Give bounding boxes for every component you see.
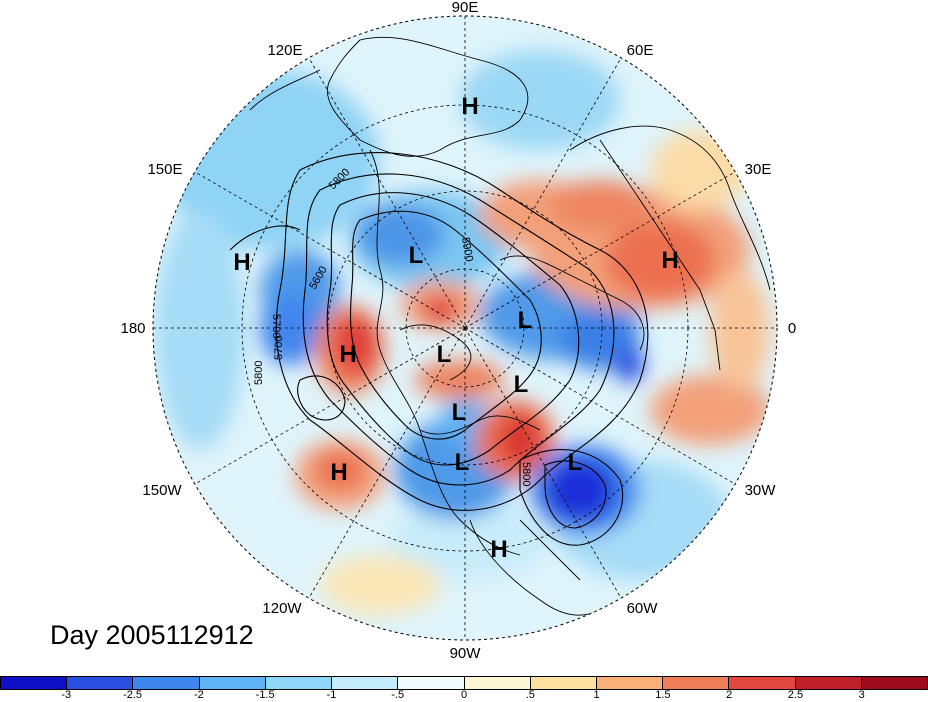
colorbar-tick-label: -2.5 <box>123 689 143 701</box>
low-marker: L <box>409 242 424 269</box>
colorbar-segment <box>332 677 399 689</box>
colorbar-segment <box>133 677 200 689</box>
colorbar-segment <box>464 677 531 689</box>
high-marker: H <box>490 536 507 563</box>
colorbar-segment <box>530 677 597 689</box>
colorbar-tick-label: 0 <box>460 689 468 701</box>
colorbar-tick-label: -1 <box>326 689 337 701</box>
colorbar-segment <box>795 677 862 689</box>
colorbar-tick-label: 1 <box>593 689 600 701</box>
map-boundary <box>152 15 778 641</box>
contour-label: 5700 <box>273 336 285 360</box>
lon-label-90w: 90W <box>450 645 482 662</box>
contour-label: 5800 <box>253 361 265 385</box>
contour-label: 5900 <box>459 236 475 262</box>
high-marker: H <box>233 249 250 276</box>
colorbar <box>0 676 928 690</box>
colorbar-tick-label: -2 <box>193 689 204 701</box>
graticule <box>153 16 777 640</box>
colorbar-tick-label: -3 <box>61 689 72 701</box>
coastlines <box>249 36 771 616</box>
colorbar-segment <box>861 677 928 689</box>
colorbar-tick-labels: -3 -2.5 -2 -1.5 -1 -.5 0 .5 1 1.5 2 2.5 3 <box>0 689 928 702</box>
lon-label-0: 0 <box>788 320 796 337</box>
colorbar-tick-label: 1.5 <box>655 689 671 701</box>
polar-map: 90E 60E 30E 0 30W 60W 90W 120W 150W 180 … <box>120 0 796 662</box>
low-marker: L <box>514 371 529 398</box>
contour-label: 5700 <box>270 314 282 338</box>
lon-label-150e: 150E <box>147 161 182 178</box>
high-marker: H <box>661 247 678 274</box>
low-marker: L <box>568 449 583 476</box>
contour-label: 5800 <box>520 462 532 486</box>
low-marker: L <box>452 399 467 426</box>
lon-label-60w: 60W <box>627 600 659 617</box>
height-contours <box>229 152 649 546</box>
colorbar-segment <box>265 677 333 689</box>
lon-label-120w: 120W <box>262 600 302 617</box>
colorbar-tick-label: .5 <box>525 689 535 701</box>
lon-label-150w: 150W <box>142 482 182 499</box>
colorbar-segment <box>199 677 266 689</box>
lon-label-120e: 120E <box>267 42 302 59</box>
colorbar-segment <box>596 677 664 689</box>
colorbar-segment <box>398 677 465 689</box>
colorbar-segment <box>67 677 134 689</box>
low-marker: L <box>518 307 533 334</box>
lon-label-30w: 30W <box>745 482 777 499</box>
colorbar-tick-label: 3 <box>858 689 865 701</box>
colorbar-segment <box>663 677 730 689</box>
lon-label-30e: 30E <box>745 161 772 178</box>
lon-label-180: 180 <box>120 320 145 337</box>
colorbar-tick-label: -1.5 <box>255 689 275 701</box>
colorbar-tick-label: 2 <box>726 689 733 701</box>
high-marker: H <box>339 341 356 368</box>
colorbar-segment <box>729 677 796 689</box>
lon-label-60e: 60E <box>627 42 654 59</box>
high-marker: H <box>330 459 347 486</box>
colorbar-tick-label: -.5 <box>391 689 405 701</box>
colorbar-segment <box>1 677 68 689</box>
low-marker: L <box>437 341 452 368</box>
lon-label-90e: 90E <box>452 0 479 16</box>
colorbar-tick-label: 2.5 <box>787 689 804 701</box>
date-title: Day 2005112912 <box>50 620 254 650</box>
high-marker: H <box>461 93 478 120</box>
low-marker: L <box>455 449 470 476</box>
